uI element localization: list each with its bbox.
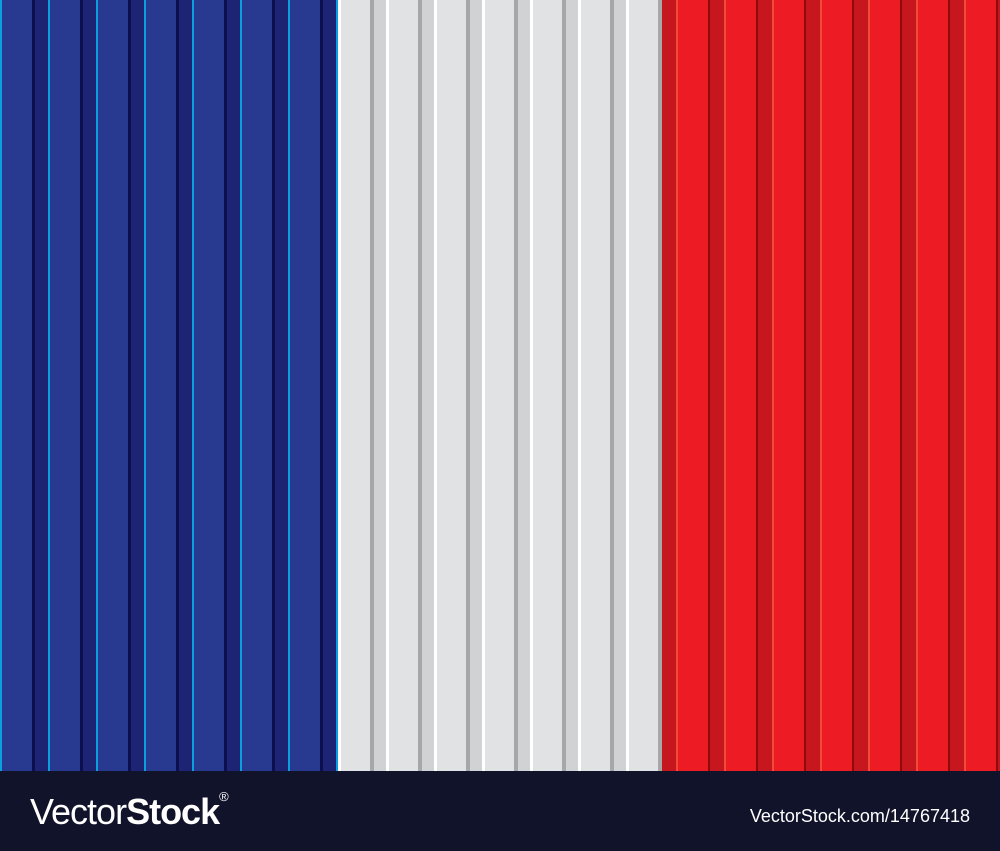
logo-light-text: Vector — [30, 791, 127, 832]
white-band — [338, 0, 662, 771]
image-reference: VectorStock.com/14767418 — [749, 806, 970, 826]
blue-band — [0, 0, 338, 771]
striped-french-flag — [0, 0, 1000, 771]
red-band — [662, 0, 1000, 771]
registered-mark: ® — [219, 789, 229, 804]
logo-bold-text: Stock — [126, 791, 220, 832]
vectorstock-logo: VectorStock® — [30, 789, 229, 833]
watermark-footer: VectorStock® VectorStock.com/14767418 — [0, 771, 1000, 851]
